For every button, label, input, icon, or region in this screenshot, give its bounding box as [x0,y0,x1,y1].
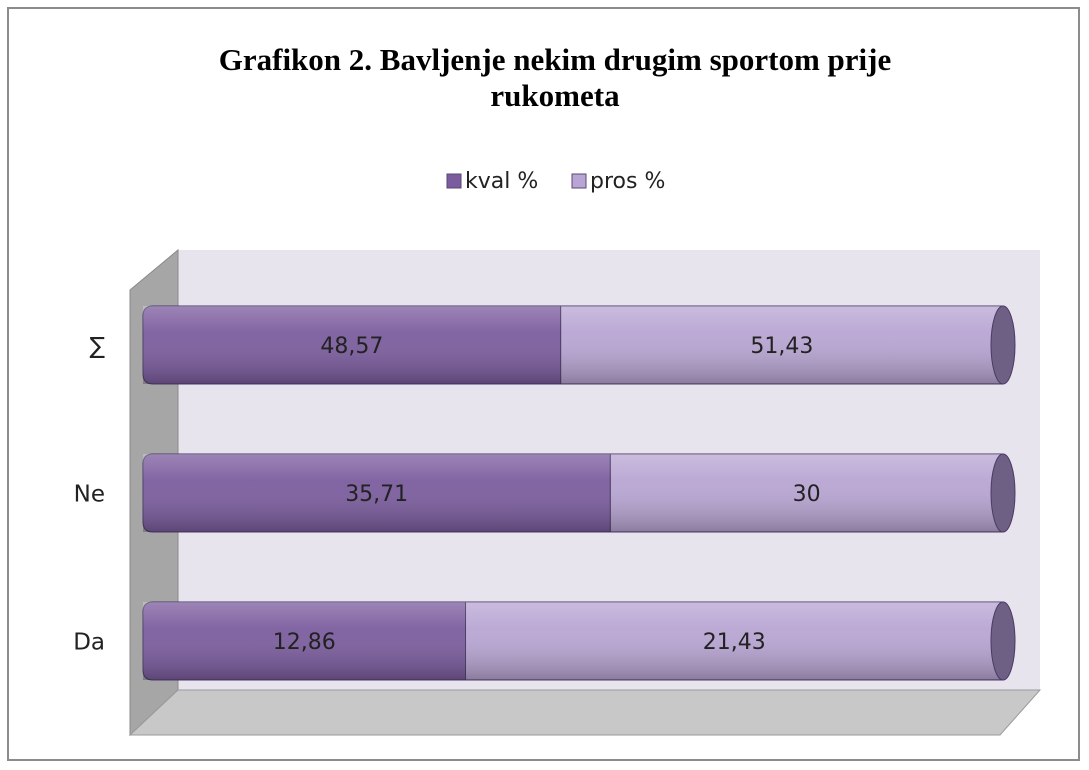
bar-shade [143,306,561,384]
bar-shade [143,602,466,680]
bar-shade [610,454,1003,532]
y-tick-label: Da [73,630,105,656]
bar-end-cap [990,305,1016,385]
bar-end-cap [990,601,1016,681]
data-label: 21,43 [703,630,766,655]
bar-shade [143,454,611,532]
data-label: 48,57 [320,334,383,359]
legend-label: pros % [590,169,665,194]
chart-frame [7,7,1080,761]
bar-shade [560,306,1003,384]
y-tick-label: ∑ [90,334,106,360]
bar-shade [465,602,1003,680]
chart-title: Grafikon 2. Bavljenje nekim drugim sport… [218,42,892,113]
data-label: 30 [793,482,821,507]
y-tick-label: Ne [74,482,105,508]
legend-label: kval % [465,169,538,194]
floor [128,689,1042,736]
legend-swatch [571,173,587,189]
bar-end-cap [990,453,1016,533]
data-label: 35,71 [345,482,408,507]
legend-swatch [446,173,462,189]
data-label: 12,86 [273,630,336,655]
data-label: 51,43 [750,334,813,359]
